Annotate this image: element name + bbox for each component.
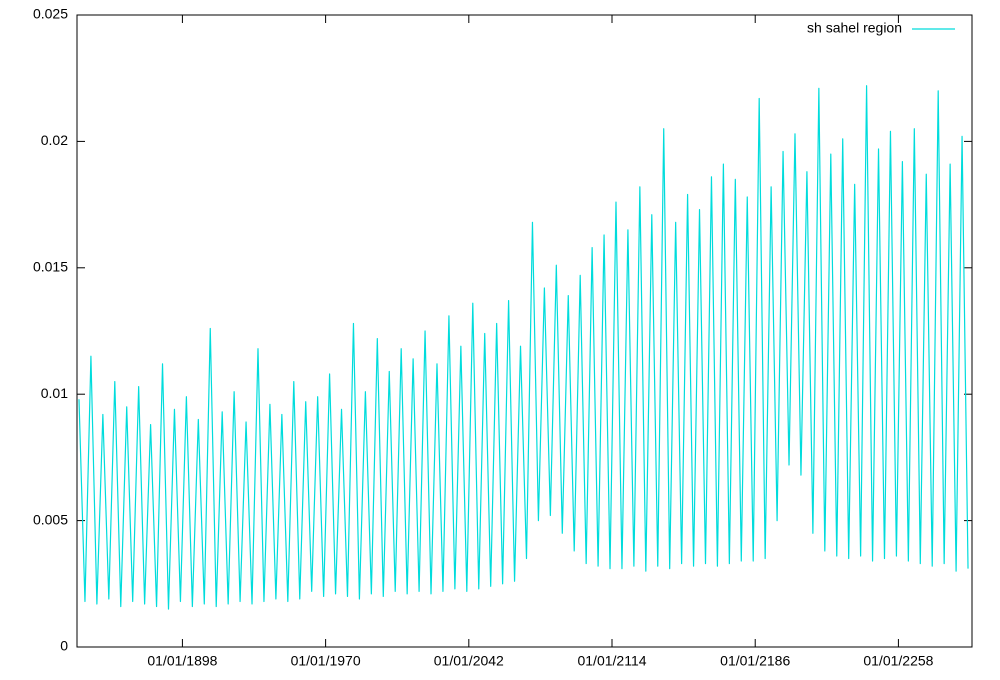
y-tick-label: 0.015	[33, 259, 68, 275]
x-tick-label: 01/01/2042	[434, 653, 504, 669]
x-tick-label: 01/01/2186	[720, 653, 790, 669]
y-tick-label: 0.02	[41, 132, 68, 148]
y-tick-label: 0.01	[41, 385, 68, 401]
y-tick-label: 0	[60, 638, 68, 654]
x-tick-label: 01/01/2114	[577, 653, 646, 669]
x-tick-label: 01/01/2258	[863, 653, 933, 669]
y-tick-label: 0.005	[33, 511, 68, 527]
x-tick-label: 01/01/1898	[147, 653, 217, 669]
plot-border	[76, 14, 973, 648]
data-line	[78, 85, 969, 610]
y-tick-label: 0.025	[33, 6, 68, 22]
x-tick-label: 01/01/1970	[291, 653, 361, 669]
legend-label: sh sahel region	[807, 20, 902, 36]
